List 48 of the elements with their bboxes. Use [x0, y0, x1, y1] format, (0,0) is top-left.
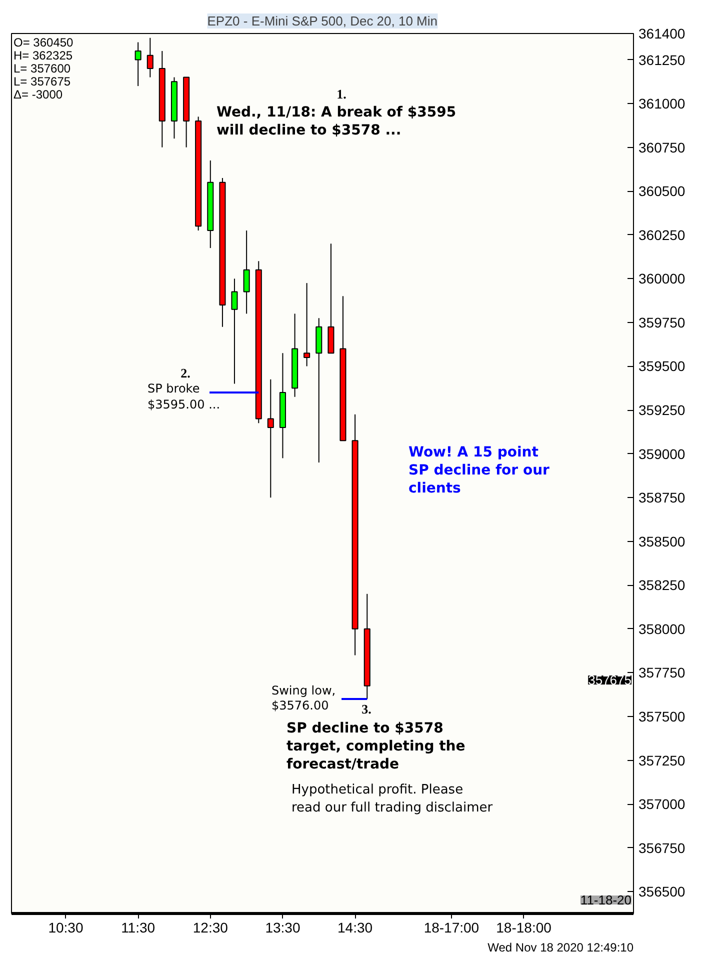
y-tick-label: 361400: [638, 26, 686, 42]
y-tick-label: 356750: [638, 840, 686, 856]
x-tick-label: 14:30: [338, 920, 373, 936]
annotation: O= 360450 H= 362325 L= 357600 L= 357675 Δ= -3000: [14, 36, 74, 102]
x-tick-label: 12:30: [192, 920, 228, 936]
text: Wed Nov 18 2020 12:49:10: [488, 940, 634, 954]
candlestick: [146, 37, 154, 78]
candlestick: [231, 278, 238, 384]
annotation: SP broke $3595.00 ...: [148, 382, 220, 412]
y-tick-label: 360500: [638, 183, 686, 200]
y-tick-label: 361000: [638, 96, 686, 112]
x-tick-label: 18-17:00: [424, 920, 480, 936]
annotation: 1.: [336, 86, 346, 102]
y-tick-label: 357250: [638, 752, 686, 768]
annotation: Hypothetical profit. Please read our full trading disclaimer: [292, 782, 494, 816]
annotation: 2.: [180, 366, 190, 380]
y-tick-label: 358000: [638, 620, 686, 637]
candlestick: [304, 282, 310, 367]
annotation: Swing low, $3576.00: [272, 684, 336, 712]
candlestick: [134, 42, 142, 87]
y-tick-label: 357500: [638, 708, 686, 724]
y-tick-label: 357750: [638, 664, 686, 681]
y-tick-label: 360250: [638, 226, 686, 243]
y-tick-label: 356500: [638, 884, 686, 900]
y-tick-label: 359250: [638, 402, 686, 418]
candlestick: [267, 378, 274, 498]
y-tick-label: 358750: [638, 490, 686, 506]
candlestick: [243, 230, 250, 314]
annotation: 357675: [588, 672, 632, 688]
y-tick-label: 360750: [638, 139, 686, 156]
annotation: 3.: [362, 702, 372, 716]
chart-title: EPZ0 - E-Mini S&P 500, Dec 20, 10 Min: [207, 14, 438, 28]
x-tick-label: 10:30: [48, 920, 84, 936]
y-tick-label: 359000: [638, 446, 686, 462]
y-tick-label: 360000: [638, 270, 686, 287]
y-tick-label: 358250: [638, 577, 686, 594]
annotation: Wed., 11/18: A break of $3595 will decline to $3578 ...: [216, 104, 456, 138]
y-tick-label: 358500: [638, 533, 686, 550]
x-tick-label: 11:30: [121, 920, 156, 936]
annotation: 11-18-20: [580, 892, 632, 908]
annotation: SP decline to $3578 target, completing the forecast/trade: [286, 720, 466, 772]
x-tick-label: 18-18:00: [496, 920, 552, 936]
y-tick-label: 359500: [638, 358, 686, 374]
annotation: Wow! A 15 point SP decline for our clients: [408, 444, 550, 496]
y-tick-label: 359750: [638, 314, 686, 330]
y-tick-label: 357000: [638, 796, 686, 812]
x-tick-label: 13:30: [265, 920, 300, 936]
y-tick-label: 361250: [638, 52, 686, 68]
